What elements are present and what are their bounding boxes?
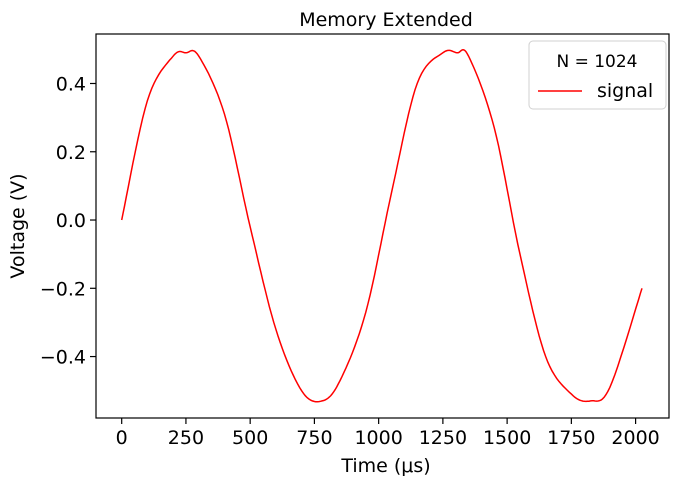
y-tick-label: 0.2 xyxy=(56,142,86,164)
x-tick-label: 750 xyxy=(296,427,332,449)
chart-title: Memory Extended xyxy=(299,9,473,31)
y-tick-label: 0.4 xyxy=(56,73,86,95)
y-tick-label: −0.2 xyxy=(40,278,86,300)
series-line-signal xyxy=(120,49,643,403)
plot-area: 0 250 500 750 1000 1250 1500 1750 2000 0.4 0.2 0.0… xyxy=(40,33,670,449)
x-tick-label: 1000 xyxy=(354,427,402,449)
x-tick-label: 500 xyxy=(232,427,268,449)
x-axis-label: Time (μs) xyxy=(340,455,430,477)
legend-box xyxy=(528,40,667,110)
plot-frame xyxy=(95,33,670,419)
x-axis-ticks: 0 250 500 750 1000 1250 1500 1750 2000 xyxy=(116,418,660,449)
x-tick-label: 2000 xyxy=(611,427,659,449)
y-tick-label: −0.4 xyxy=(40,347,86,369)
series-layer xyxy=(120,49,643,403)
legend: N = 1024 signal xyxy=(528,40,667,110)
legend-title: N = 1024 xyxy=(556,52,637,72)
y-axis-ticks: 0.4 0.2 0.0 −0.2 −0.4 xyxy=(40,73,96,369)
x-tick-label: 250 xyxy=(168,427,204,449)
x-tick-label: 1500 xyxy=(483,427,531,449)
y-axis-label: Voltage (V) xyxy=(7,173,29,278)
x-tick-label: 1750 xyxy=(547,427,595,449)
legend-signal-label: signal xyxy=(597,80,653,102)
x-tick-label: 1250 xyxy=(419,427,467,449)
y-tick-label: 0.0 xyxy=(56,210,86,232)
x-tick-label: 0 xyxy=(116,427,128,449)
